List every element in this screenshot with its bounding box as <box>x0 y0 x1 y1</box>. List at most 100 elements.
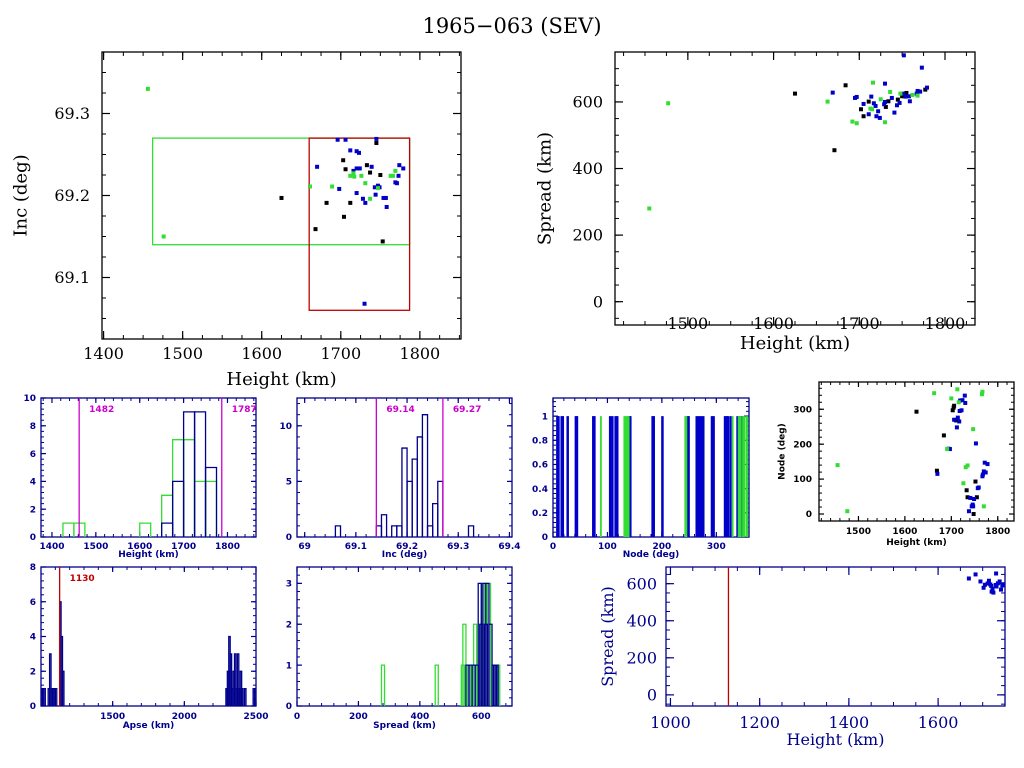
data-point-green <box>898 91 903 96</box>
data-point-black <box>866 99 871 104</box>
y-tick-label: 2 <box>30 505 36 515</box>
y-tick-label: 0.6 <box>532 461 548 471</box>
x-tick-label: 1700 <box>939 527 964 537</box>
x-tick-label: 1500 <box>162 344 203 363</box>
data-point-blue <box>960 398 965 403</box>
data-point-blue <box>954 425 959 430</box>
data-point-blue <box>354 166 359 171</box>
node-bar-blue <box>726 416 730 537</box>
data-point-blue <box>343 137 348 142</box>
data-point-green <box>971 427 976 432</box>
data-point-blue <box>363 200 368 205</box>
hist-bin-all <box>421 414 429 537</box>
y-tick-label: 1 <box>286 661 292 671</box>
data-point-green <box>871 80 875 85</box>
hist-bin-selected <box>182 411 196 537</box>
data-point-black <box>974 495 979 500</box>
x-tick-label: 0 <box>294 712 300 722</box>
data-point-green <box>945 447 950 452</box>
data-point-blue <box>907 99 912 104</box>
data-point-blue <box>994 584 999 589</box>
hist-bin-all <box>253 687 256 706</box>
y-tick-label: 4 <box>30 478 36 488</box>
data-point-blue <box>982 460 987 465</box>
data-point-green <box>949 396 954 401</box>
data-point-blue <box>980 472 985 477</box>
plot-area <box>62 398 223 537</box>
data-point-green <box>307 184 312 189</box>
y-tick-label: 8 <box>30 422 36 432</box>
plot-frame <box>818 381 1015 522</box>
hist-bin-green <box>434 664 439 706</box>
data-point-blue <box>990 586 995 591</box>
y-tick-label: 0 <box>286 533 292 543</box>
data-point-blue <box>373 192 378 197</box>
x-tick-label: 1600 <box>127 542 152 552</box>
data-point-blue <box>315 164 320 169</box>
hist-bin-all <box>416 436 424 537</box>
hist-bin-all <box>54 687 58 706</box>
y-tick-label: 300 <box>793 405 812 415</box>
hist-bin-all <box>243 687 247 706</box>
data-point-blue <box>372 185 377 190</box>
hist-bin-all <box>182 439 196 537</box>
plot-area <box>145 86 411 311</box>
data-point-green <box>932 391 937 396</box>
data-point-black <box>973 479 978 484</box>
x-tick-label: 69.3 <box>447 542 469 552</box>
hist-bin-all <box>401 447 408 537</box>
node-bar-blue <box>729 416 732 537</box>
data-point-black <box>964 488 969 493</box>
figure-title: 1965−063 (SEV) <box>422 14 602 38</box>
data-point-black <box>279 195 284 200</box>
plot-frame <box>101 51 462 340</box>
node-bar-blue <box>611 416 614 537</box>
x-tick-label: 1700 <box>320 344 361 363</box>
plot-area <box>41 567 256 706</box>
data-point-blue <box>991 590 996 595</box>
data-point-black <box>324 200 329 205</box>
data-point-green <box>961 481 966 486</box>
plot-frame <box>665 566 1006 707</box>
data-point-blue <box>362 301 367 306</box>
hist-bin-all <box>171 439 185 537</box>
y-tick-label: 100 <box>793 475 812 485</box>
data-point-blue <box>854 94 859 99</box>
plot-area <box>727 567 1005 706</box>
node-bar-blue <box>740 416 744 537</box>
y-tick-label: 69.3 <box>54 104 90 123</box>
data-point-blue <box>348 148 353 153</box>
data-point-blue <box>874 114 879 119</box>
node-bar-blue <box>614 416 617 537</box>
data-point-blue <box>869 94 874 99</box>
data-point-blue <box>883 81 887 86</box>
data-point-blue <box>976 485 981 490</box>
data-point-blue <box>396 173 401 178</box>
data-point-black <box>941 433 946 438</box>
x-axis-label: Height (km) <box>118 550 179 560</box>
data-point-blue <box>947 447 952 452</box>
hist-bin-all <box>233 653 237 706</box>
node-bar-green <box>743 416 745 537</box>
y-axis-label: Inc (deg) <box>11 154 32 236</box>
data-point-green <box>955 387 960 392</box>
data-point-green <box>375 186 380 191</box>
data-point-blue <box>354 191 359 196</box>
x-tick-label: 69.2 <box>396 542 418 552</box>
data-point-blue <box>351 168 356 173</box>
data-point-blue <box>895 103 899 108</box>
hist-bin-selected <box>171 480 185 537</box>
data-point-black <box>843 83 848 88</box>
hist-bin-all <box>193 480 207 537</box>
data-point-black <box>900 94 905 99</box>
data-point-blue <box>968 495 973 500</box>
x-axis-label: Height (km) <box>787 730 885 749</box>
data-point-blue <box>985 462 990 467</box>
data-point-black <box>859 107 863 112</box>
data-point-blue <box>384 204 389 209</box>
data-point-black <box>971 512 976 517</box>
x-tick-label: 1700 <box>839 314 880 333</box>
chart-node-vs-height: 1500 1600 1700 1800 0 100 200 300 Height (km) Nod… <box>777 381 1015 548</box>
y-tick-label: 4 <box>30 633 36 643</box>
node-bar-green <box>746 416 749 537</box>
